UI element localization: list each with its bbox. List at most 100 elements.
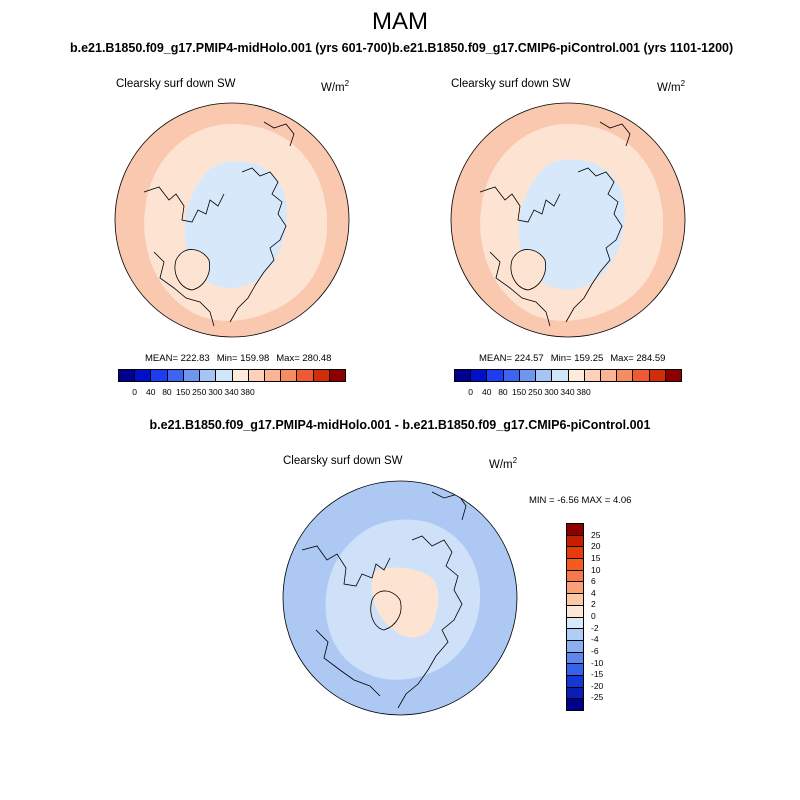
colorbar-tick-label: 2 <box>591 599 596 610</box>
colorbar-swatch <box>567 605 583 618</box>
colorbar-tick-label: 0 <box>468 387 474 397</box>
colorbar-swatch <box>649 370 666 381</box>
colorbar-swatch <box>567 652 583 665</box>
colorbar-tick-label: -15 <box>591 669 604 680</box>
colorbar-tick-label: 380 <box>240 387 255 397</box>
colorbar-tick-label: 20 <box>591 541 601 552</box>
colorbar-swatch <box>471 370 488 381</box>
colorbar-swatch <box>567 629 583 641</box>
panel2-colorbar-ticks: 0 40 80 150 250 300 340 380 <box>454 387 682 399</box>
colorbar-swatch <box>167 370 184 381</box>
difference-polar-map <box>282 480 518 716</box>
colorbar-swatch <box>567 640 583 653</box>
colorbar-swatch <box>151 370 168 381</box>
panel2-min: Min= 159.25 <box>550 353 604 364</box>
colorbar-swatch <box>119 370 136 381</box>
colorbar-swatch <box>519 370 537 381</box>
panel1-colorbar <box>118 369 346 382</box>
panel1-max: Max= 280.48 <box>276 353 332 364</box>
colorbar-swatch <box>567 699 583 710</box>
colorbar-swatch <box>183 370 201 381</box>
colorbar-tick-label: 250 <box>528 387 543 397</box>
colorbar-swatch <box>455 370 472 381</box>
colorbar-tick-label: 340 <box>560 387 575 397</box>
diff-colorbar-ticks: 25 20 15 10 6 4 2 0 -2 -4 -6 -10 -15 -20 -25 <box>591 523 621 709</box>
season-title: MAM <box>372 8 428 35</box>
diff-units: W/m2 <box>489 456 518 471</box>
colorbar-swatch <box>567 687 583 700</box>
panel1-mean: MEAN= 222.83 <box>145 353 210 364</box>
greenland <box>510 249 546 290</box>
colorbar-swatch <box>313 370 330 381</box>
colorbar-swatch <box>329 370 346 381</box>
colorbar-tick-label: 6 <box>591 576 596 587</box>
colorbar-swatch <box>567 559 583 571</box>
polar-cap <box>184 161 287 289</box>
panel1-units: W/m2 <box>321 79 350 94</box>
colorbar-tick-label: 150 <box>511 387 527 397</box>
colorbar-swatch <box>568 370 585 381</box>
colorbar-swatch <box>584 370 601 381</box>
colorbar-tick-label: 80 <box>498 387 508 397</box>
diff-minmax: MIN = -6.56 MAX = 4.06 <box>529 495 632 506</box>
polar-cap <box>518 159 625 290</box>
colorbar-tick-label: 25 <box>591 529 601 540</box>
greenland <box>174 249 210 290</box>
panel2-mean: MEAN= 224.57 <box>479 353 544 364</box>
colorbar-tick-label: -2 <box>591 622 599 633</box>
colorbar-tick-label: -6 <box>591 645 599 656</box>
panel1-stats: MEAN= 222.83 Min= 159.98 Max= 280.48 <box>145 353 338 364</box>
colorbar-swatch <box>633 370 650 381</box>
colorbar-tick-label: 340 <box>224 387 239 397</box>
colorbar-tick-label: 250 <box>192 387 207 397</box>
colorbar-swatch <box>297 370 314 381</box>
colorbar-swatch <box>200 370 217 381</box>
colorbar-swatch <box>600 370 618 381</box>
colorbar-swatch <box>487 370 504 381</box>
colorbar-swatch <box>567 570 583 583</box>
colorbar-tick-label: 380 <box>576 387 591 397</box>
coastline <box>301 491 467 709</box>
colorbar-swatch <box>567 582 583 595</box>
colorbar-swatch <box>216 370 233 381</box>
colorbar-tick-label: 4 <box>591 587 596 598</box>
colorbar-swatch <box>503 370 520 381</box>
colorbar-tick-label: 10 <box>591 564 601 575</box>
colorbar-tick-label: -4 <box>591 634 599 645</box>
colorbar-swatch <box>567 594 583 606</box>
colorbar-swatch <box>567 547 583 560</box>
colorbar-tick-label: 0 <box>591 611 596 621</box>
panel2-polar-map <box>450 102 686 338</box>
panel1-min: Min= 159.98 <box>216 353 270 364</box>
colorbar-swatch <box>135 370 152 381</box>
colorbar-tick-label: -10 <box>591 657 604 668</box>
panel1-case-title: b.e21.B1850.f09_g17.PMIP4-midHolo.001 (y… <box>70 41 392 55</box>
diff-center <box>371 567 439 638</box>
colorbar-swatch <box>281 370 298 381</box>
colorbar-swatch <box>567 675 583 688</box>
panel1-colorbar-ticks: 0 40 80 150 250 300 340 380 <box>118 387 346 399</box>
colorbar-swatch <box>536 370 553 381</box>
diff-colorbar <box>566 523 584 711</box>
colorbar-swatch <box>567 664 583 676</box>
colorbar-tick-label: -20 <box>591 680 604 691</box>
panel2-colorbar <box>454 369 682 382</box>
colorbar-tick-label: 300 <box>208 387 223 397</box>
colorbar-swatch <box>264 370 282 381</box>
colorbar-tick-label: -25 <box>591 692 604 703</box>
colorbar-swatch <box>248 370 265 381</box>
colorbar-swatch <box>232 370 249 381</box>
colorbar-tick-label: 40 <box>482 387 492 397</box>
colorbar-tick-label: 15 <box>591 552 601 563</box>
panel2-stats: MEAN= 224.57 Min= 159.25 Max= 284.59 <box>479 353 672 364</box>
colorbar-swatch <box>567 617 583 630</box>
colorbar-swatch <box>665 370 682 381</box>
colorbar-tick-label: 40 <box>146 387 156 397</box>
colorbar-tick-label: 0 <box>132 387 138 397</box>
difference-title: b.e21.B1850.f09_g17.PMIP4-midHolo.001 - … <box>149 418 651 432</box>
panel2-units: W/m2 <box>657 79 686 94</box>
colorbar-swatch <box>617 370 634 381</box>
panel2-max: Max= 284.59 <box>610 353 666 364</box>
colorbar-swatch <box>552 370 569 381</box>
coastline <box>479 121 631 327</box>
